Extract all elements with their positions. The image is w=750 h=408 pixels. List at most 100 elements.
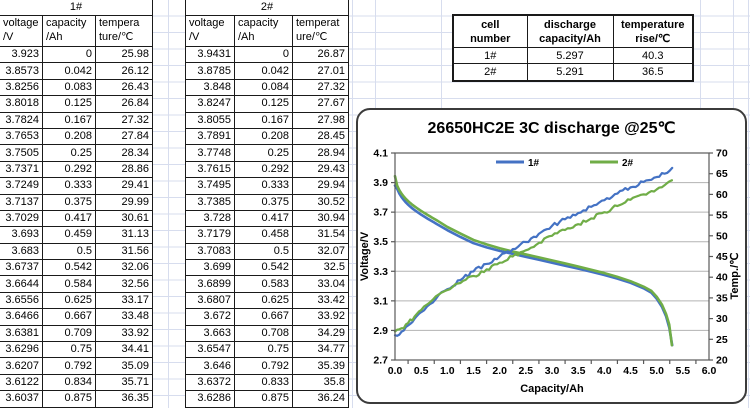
cell[interactable]: 28.45 (292, 127, 349, 146)
cell[interactable]: 0.25 (234, 144, 293, 162)
cell[interactable]: 3.8573 (0, 62, 43, 80)
cell[interactable]: 3.7083 (185, 242, 235, 261)
cell[interactable]: 26.43 (95, 78, 153, 97)
cell[interactable]: 27.01 (292, 62, 349, 80)
cell[interactable]: 34.41 (95, 341, 153, 359)
cell[interactable]: 0.459 (42, 226, 96, 244)
cell[interactable]: 36.5 (612, 63, 694, 82)
cell[interactable]: 0.667 (234, 308, 293, 326)
cell[interactable]: 3.6372 (185, 373, 235, 392)
cell[interactable]: 3.8018 (0, 95, 43, 113)
cell[interactable]: 0.542 (234, 259, 293, 277)
cell[interactable]: 40.3 (612, 46, 694, 65)
cell[interactable]: 3.6381 (0, 324, 43, 343)
cell[interactable]: 27.32 (95, 111, 153, 129)
cell[interactable]: 0.5 (42, 242, 96, 261)
cell[interactable]: 0.25 (42, 144, 96, 162)
cell[interactable]: 3.7179 (185, 226, 235, 244)
cell[interactable]: 0.584 (42, 275, 96, 293)
cell[interactable]: 3.7495 (185, 177, 235, 195)
cell[interactable]: 35.09 (95, 357, 153, 375)
cell[interactable]: 0.75 (42, 341, 96, 359)
cell[interactable]: 33.42 (292, 291, 349, 310)
cell[interactable]: 0.792 (42, 357, 96, 375)
column-header-cell[interactable]: voltage /V (0, 15, 43, 47)
cell[interactable]: 3.7385 (185, 193, 235, 211)
cell[interactable]: 0.792 (234, 357, 293, 375)
cell[interactable]: 0.084 (234, 78, 293, 97)
cell[interactable]: 3.6207 (0, 357, 43, 375)
cell[interactable]: 34.29 (292, 324, 349, 343)
cell[interactable]: 0.625 (42, 291, 96, 310)
cell[interactable]: 0.333 (42, 177, 96, 195)
cell[interactable]: 36.35 (95, 390, 153, 408)
cell[interactable]: 3.7748 (185, 144, 235, 162)
cell[interactable]: 3.9431 (185, 45, 235, 64)
cell[interactable]: 3.7371 (0, 160, 43, 179)
cell[interactable]: 3.923 (0, 45, 43, 64)
table-title[interactable]: 1# (0, 0, 153, 16)
cell[interactable]: 3.6122 (0, 373, 43, 392)
cell[interactable]: 0.208 (234, 127, 293, 146)
cell[interactable]: 27.32 (292, 78, 349, 97)
cell[interactable]: 31.56 (95, 242, 153, 261)
cell[interactable]: 3.7891 (185, 127, 235, 146)
cell[interactable]: 33.17 (95, 291, 153, 310)
column-header-cell[interactable]: capacity /Ah (234, 15, 293, 47)
cell[interactable]: 0.292 (234, 160, 293, 179)
cell[interactable]: 0 (234, 45, 293, 64)
cell[interactable]: 3.7137 (0, 193, 43, 211)
cell[interactable]: 0.834 (42, 373, 96, 392)
legend-item-2[interactable]: 2# (590, 158, 634, 169)
cell[interactable]: 30.52 (292, 193, 349, 211)
cell[interactable]: 0.375 (42, 193, 96, 211)
cell[interactable]: 5.297 (526, 46, 614, 65)
cell[interactable]: 35.39 (292, 357, 349, 375)
cell[interactable]: 0.458 (234, 226, 293, 244)
column-header-cell[interactable]: voltage /V (185, 15, 235, 47)
cell[interactable]: 35.8 (292, 373, 349, 392)
cell[interactable]: 32.07 (292, 242, 349, 261)
cell[interactable]: 3.7249 (0, 177, 43, 195)
cell[interactable]: 0.417 (234, 209, 293, 228)
cell[interactable]: 33.92 (95, 324, 153, 343)
cell[interactable]: 2# (452, 63, 528, 82)
cell[interactable]: 0.709 (42, 324, 96, 343)
cell[interactable]: 30.94 (292, 209, 349, 228)
cell[interactable]: 3.6296 (0, 341, 43, 359)
cell[interactable]: 3.8247 (185, 95, 235, 113)
column-header-cell[interactable]: temperat ure/℃ (292, 15, 349, 47)
cell[interactable]: 3.6286 (185, 390, 235, 408)
cell[interactable]: 1# (452, 46, 528, 65)
cell[interactable]: 31.54 (292, 226, 349, 244)
cell[interactable]: 29.43 (292, 160, 349, 179)
cell[interactable]: 0.167 (234, 111, 293, 129)
cell[interactable]: 0.667 (42, 308, 96, 326)
cell[interactable]: 0.292 (42, 160, 96, 179)
cell[interactable]: 3.6737 (0, 259, 43, 277)
cell[interactable]: 33.48 (95, 308, 153, 326)
cell[interactable]: 28.34 (95, 144, 153, 162)
cell[interactable]: 0.417 (42, 209, 96, 228)
cell[interactable]: 25.98 (95, 45, 153, 64)
cell[interactable]: 33.04 (292, 275, 349, 293)
column-header-cell[interactable]: capacity /Ah (42, 15, 96, 47)
cell[interactable]: 0.542 (42, 259, 96, 277)
cell[interactable]: 3.6466 (0, 308, 43, 326)
cell[interactable]: 27.98 (292, 111, 349, 129)
cell[interactable]: 35.71 (95, 373, 153, 392)
cell[interactable]: 29.41 (95, 177, 153, 195)
cell[interactable]: 0.875 (42, 390, 96, 408)
cell[interactable]: 26.84 (95, 95, 153, 113)
cell[interactable]: 28.86 (95, 160, 153, 179)
cell[interactable]: 3.663 (185, 324, 235, 343)
cell[interactable]: 30.61 (95, 209, 153, 228)
cell[interactable]: 28.94 (292, 144, 349, 162)
cell[interactable]: 0.833 (234, 373, 293, 392)
cell[interactable]: 32.56 (95, 275, 153, 293)
cell[interactable]: 32.06 (95, 259, 153, 277)
table-title[interactable]: 2# (185, 0, 349, 16)
column-header-cell[interactable]: tempera ture/℃ (95, 15, 153, 47)
cell[interactable]: 0.125 (234, 95, 293, 113)
